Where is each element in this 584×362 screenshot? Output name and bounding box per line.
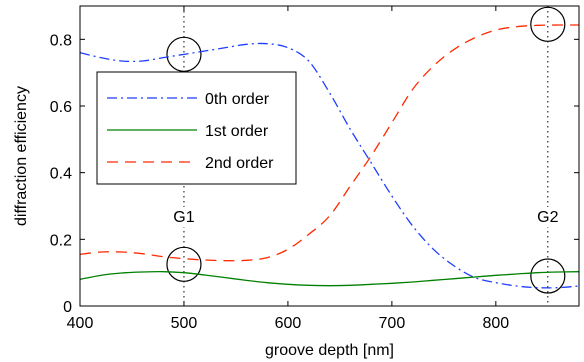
- annotation-label-bg: [170, 207, 197, 227]
- y-tick-label: 0: [63, 299, 72, 316]
- series-group: [79, 24, 580, 289]
- annotation-circle: [530, 6, 566, 42]
- ticks: 400 500 600 700 800 0 0.2 0.4 0.6 0.8: [50, 6, 579, 332]
- x-tick-label: 400: [67, 315, 94, 332]
- annotation-circle: [166, 246, 202, 282]
- axes-box: [79, 5, 580, 307]
- annotation-label: G2: [537, 209, 558, 226]
- y-axis-label: diffraction efficiency: [13, 86, 30, 226]
- x-axis-label: groove depth [nm]: [265, 342, 394, 359]
- annotation-circle: [166, 36, 202, 72]
- legend-box: [96, 71, 297, 185]
- legend-label: 1st order: [205, 123, 269, 140]
- x-tick-label: 500: [171, 315, 198, 332]
- series-line: [79, 42, 580, 289]
- x-tick-label: 600: [275, 315, 302, 332]
- x-tick-label: 700: [379, 315, 406, 332]
- y-tick-label: 0.8: [50, 32, 72, 49]
- y-tick-label: 0.6: [50, 99, 72, 116]
- legend-label: 0th order: [205, 91, 270, 108]
- annotations: G1 G2: [166, 6, 566, 306]
- annotation-label: G1: [173, 209, 194, 226]
- y-tick-label: 0.2: [50, 232, 72, 249]
- y-tick-label: 0.4: [50, 166, 72, 183]
- legend-label: 2nd order: [205, 155, 274, 172]
- x-tick-label: 800: [482, 315, 509, 332]
- annotation-label-bg: [534, 207, 561, 227]
- legend: 0th order 1st order 2nd order: [96, 71, 297, 185]
- series-line: [79, 270, 580, 287]
- annotation-circle: [530, 258, 566, 294]
